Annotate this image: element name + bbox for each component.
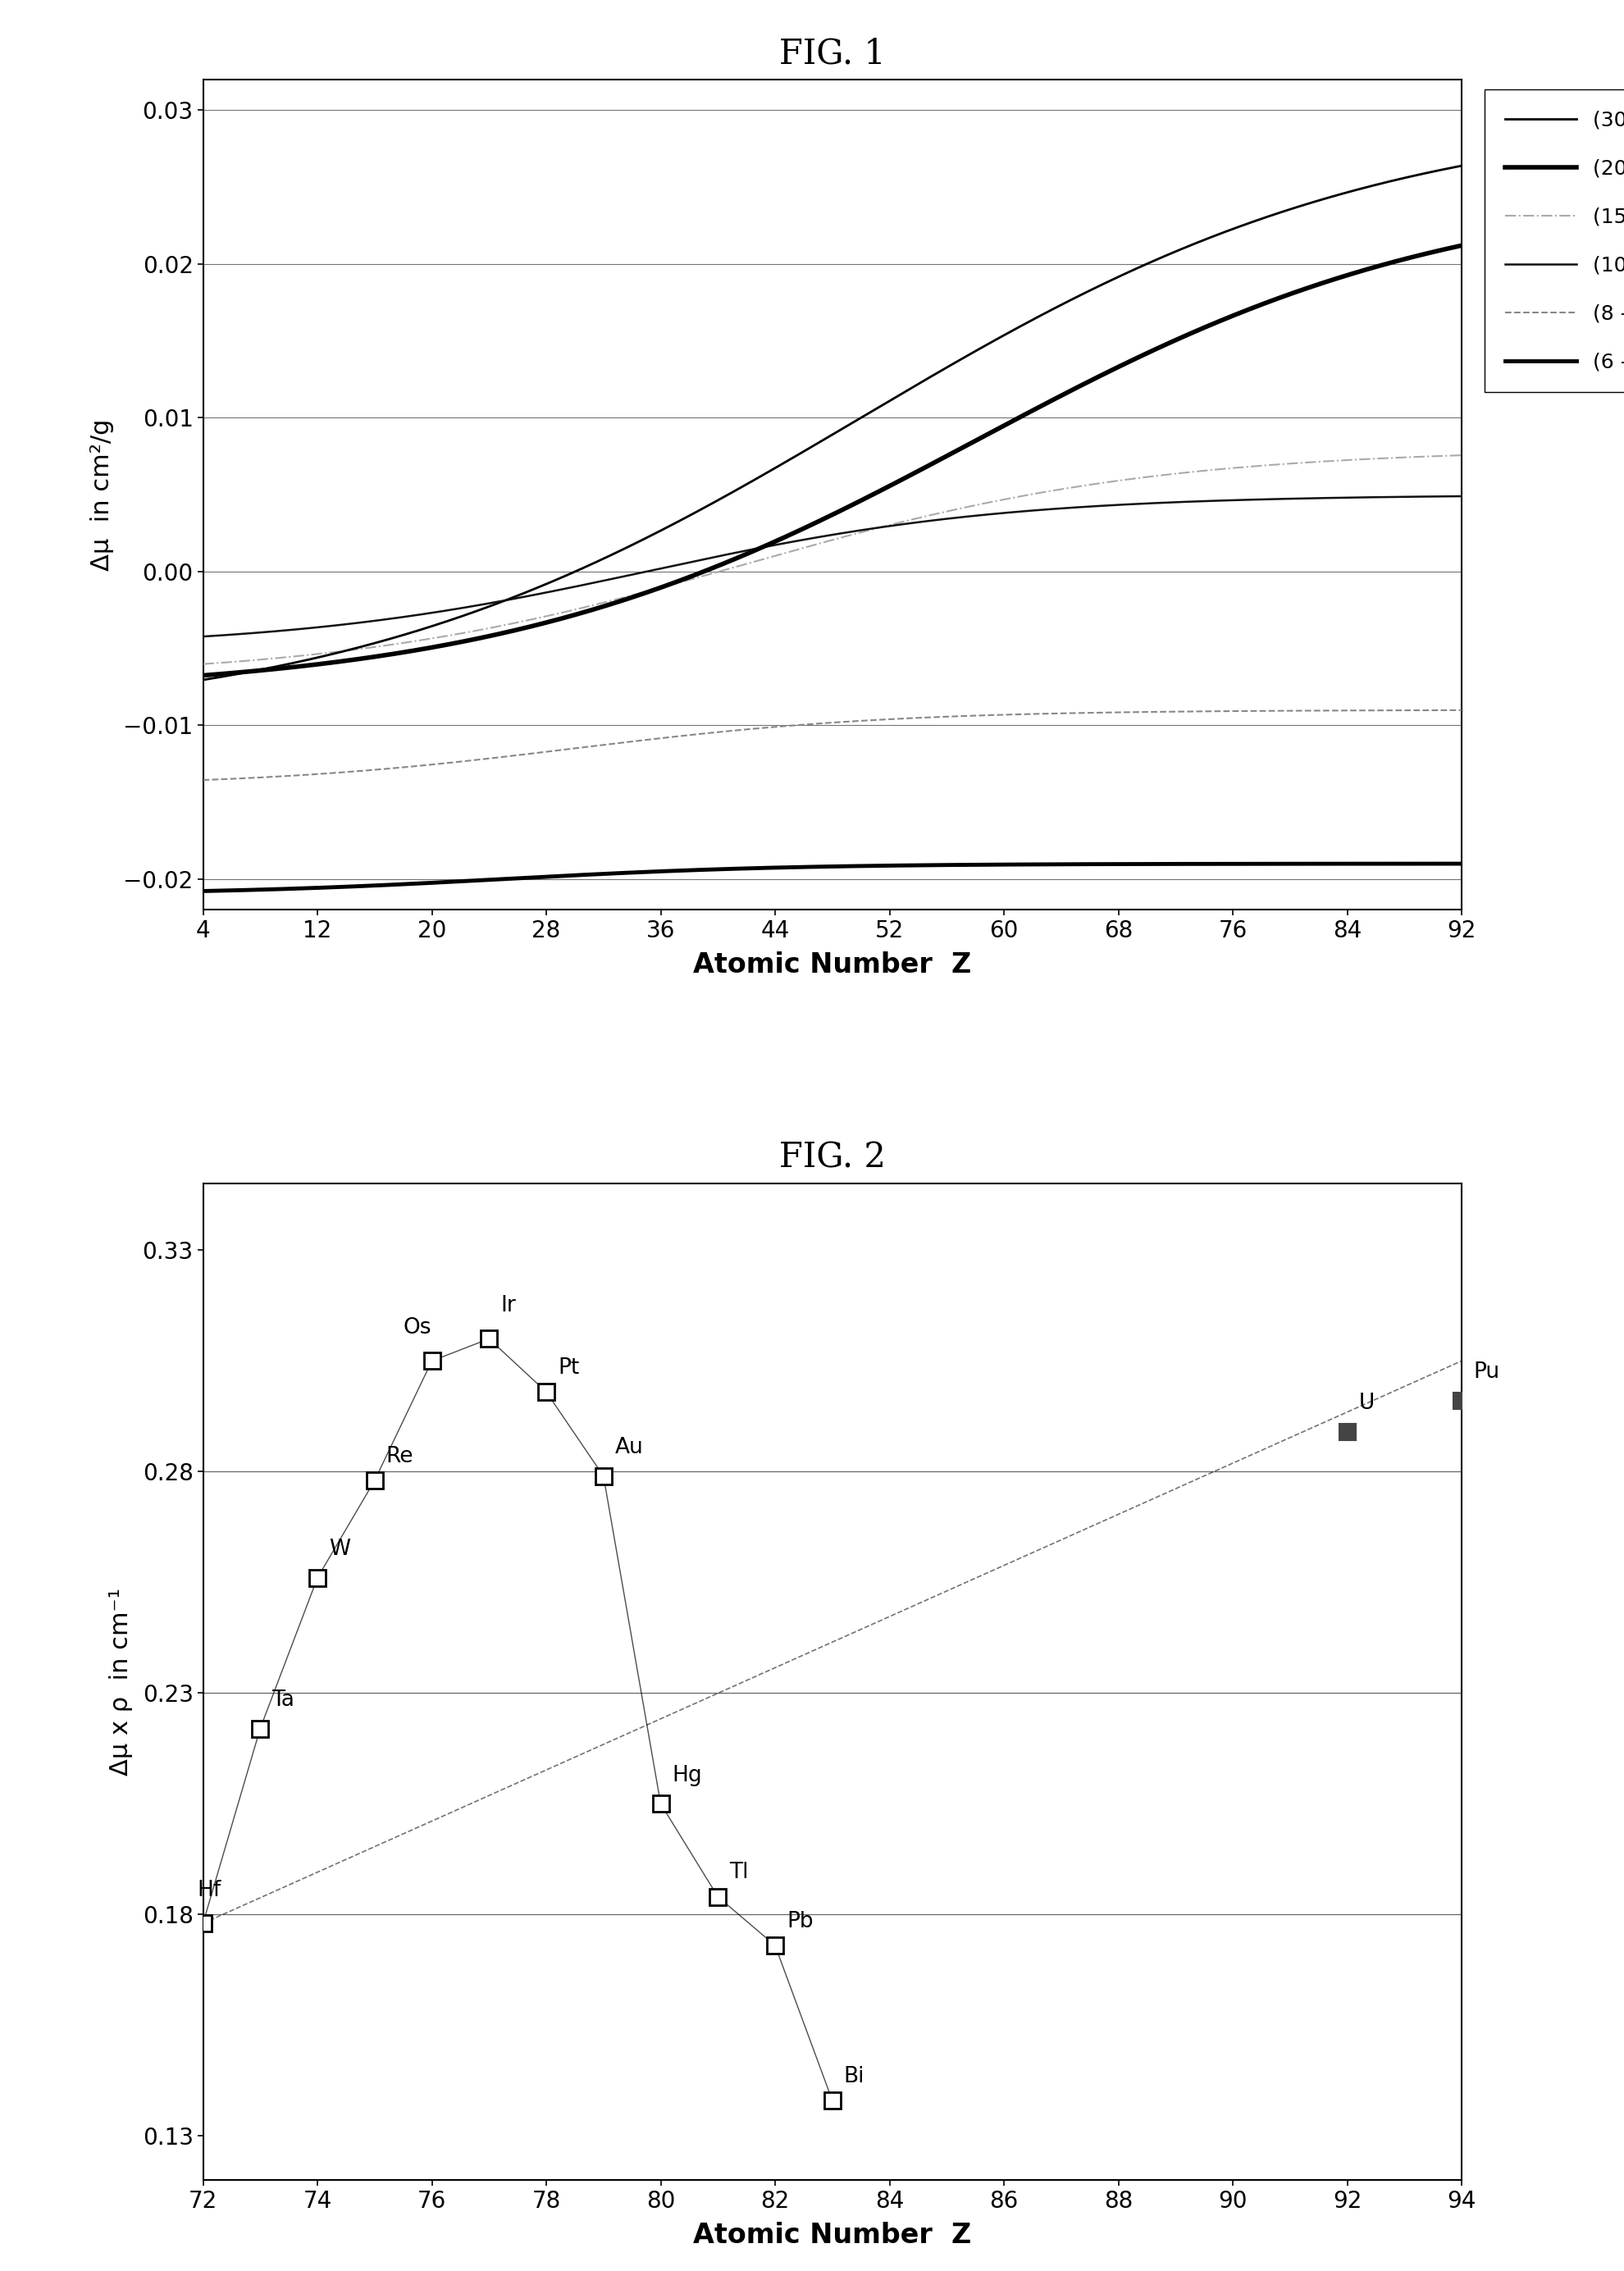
Text: Os: Os xyxy=(403,1317,432,1340)
Legend: (30 - 4.43) MeV, (20 - 4.43) MeV, (15 - 4.43) MeV, (10 - 4.43) MeV, (8 - 4.43) M: (30 - 4.43) MeV, (20 - 4.43) MeV, (15 - … xyxy=(1484,91,1624,393)
Text: Hf: Hf xyxy=(197,1880,221,1901)
X-axis label: Atomic Number  Z: Atomic Number Z xyxy=(693,2221,971,2248)
Text: Ta: Ta xyxy=(271,1690,294,1710)
Text: Ir: Ir xyxy=(500,1294,516,1317)
X-axis label: Atomic Number  Z: Atomic Number Z xyxy=(693,952,971,979)
Text: Tl: Tl xyxy=(729,1862,749,1883)
Text: U: U xyxy=(1359,1392,1374,1415)
Text: Au: Au xyxy=(615,1438,643,1458)
Y-axis label: Δμ x ρ  in cm⁻¹: Δμ x ρ in cm⁻¹ xyxy=(109,1587,133,1776)
Text: Pb: Pb xyxy=(786,1910,814,1933)
Text: W: W xyxy=(328,1540,351,1560)
Y-axis label: Δμ  in cm²/g: Δμ in cm²/g xyxy=(91,418,114,570)
Text: Pu: Pu xyxy=(1473,1363,1499,1383)
Text: Re: Re xyxy=(387,1447,414,1467)
Title: FIG. 2: FIG. 2 xyxy=(780,1140,885,1174)
Text: Bi: Bi xyxy=(844,2067,864,2087)
Text: Pt: Pt xyxy=(557,1358,580,1378)
Text: Hg: Hg xyxy=(672,1765,702,1785)
Title: FIG. 1: FIG. 1 xyxy=(780,36,885,70)
